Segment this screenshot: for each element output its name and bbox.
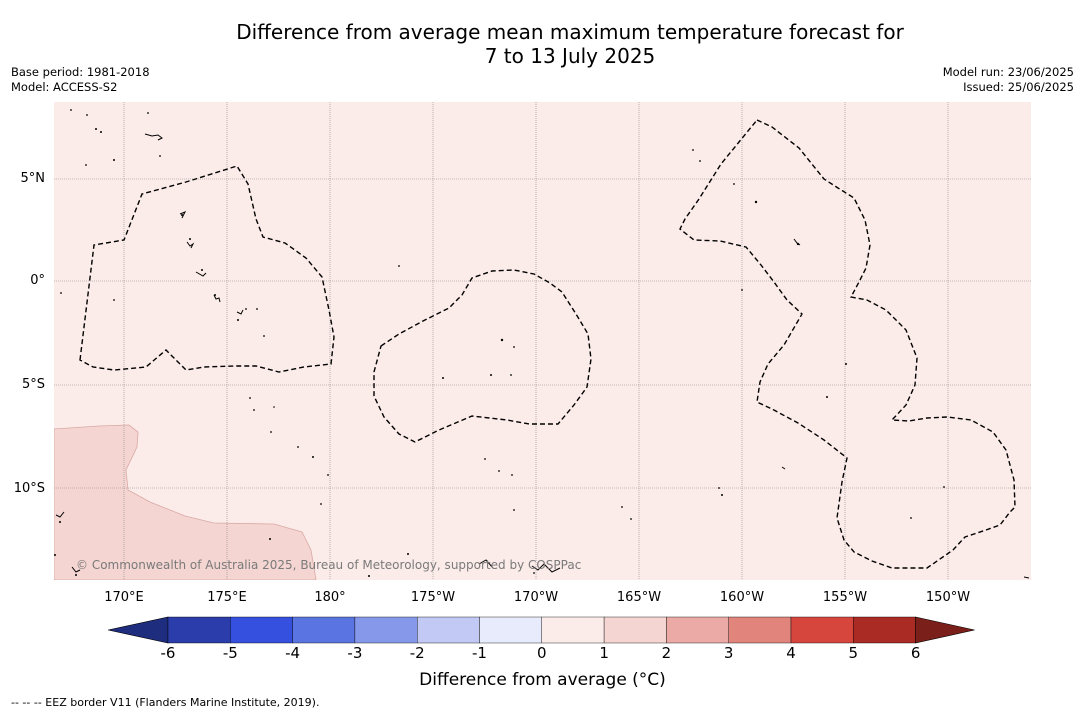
meta-right: Model run: 23/06/2025 Issued: 25/06/2025: [943, 65, 1074, 95]
lon-label-165w: 165°W: [616, 590, 662, 605]
colorbar-tick-label: -4: [285, 644, 301, 662]
colorbar-segment: [541, 616, 605, 644]
colorbar: [108, 616, 975, 644]
lon-label-175w: 175°W: [410, 590, 456, 605]
colorbar-tick-label: 0: [537, 644, 547, 662]
model-name: Model: ACCESS-S2: [11, 80, 118, 94]
title-line-1: Difference from average mean maximum tem…: [236, 20, 904, 44]
lat-label-10s: 10°S: [13, 481, 45, 496]
eez-footnote: -- -- -- EEZ border V11 (Flanders Marine…: [11, 696, 320, 709]
colorbar-segment: [853, 616, 916, 644]
map-title: Difference from average mean maximum tem…: [0, 20, 1085, 68]
eez-phoenix: [373, 269, 592, 443]
colorbar-title: Difference from average (°C): [419, 670, 666, 690]
lon-label-150w: 150°W: [925, 590, 971, 605]
lon-label-180: 180°: [314, 590, 346, 605]
colorbar-tick-label: -2: [409, 644, 425, 662]
map-canvas: [54, 102, 1031, 580]
lon-label-170w: 170°W: [513, 590, 559, 605]
colorbar-segment: [417, 616, 480, 644]
colorbar-tick-label: 2: [661, 644, 672, 662]
colorbar-extend-high: [915, 616, 975, 644]
colorbar-tick-label: -3: [347, 644, 363, 662]
colorbar-tick-label: 4: [786, 644, 796, 662]
colorbar-segment: [666, 616, 729, 644]
graticule: [54, 102, 1031, 580]
anomaly-region-1-to-2: [54, 424, 317, 580]
eez-borders: [79, 119, 1016, 569]
lat-label-0: 0°: [30, 273, 45, 288]
colorbar-segment: [292, 616, 356, 644]
model-run: Model run: 23/06/2025: [942, 65, 1074, 79]
colorbar-segment: [603, 616, 667, 644]
colorbar-extend-low: [108, 616, 169, 644]
island-dots: [54, 109, 945, 577]
lon-label-175e: 175°E: [207, 590, 247, 605]
colorbar-segment: [790, 616, 854, 644]
base-period: Base period: 1981-2018: [11, 65, 150, 79]
lon-label-170e: 170°E: [104, 590, 144, 605]
islands: [55, 133, 1030, 579]
lat-label-5s: 5°S: [21, 377, 45, 392]
eez-tuvalu-tokelau-west: [79, 165, 335, 373]
colorbar-tick-label: -1: [472, 644, 487, 662]
lat-label-5n: 5°N: [20, 171, 46, 186]
colorbar-tick-label: 5: [848, 644, 859, 662]
colorbar-segment: [354, 616, 418, 644]
copyright-text: © Commonwealth of Australia 2025, Bureau…: [76, 558, 582, 572]
colorbar-tick-label: 1: [599, 644, 609, 662]
issued-date: Issued: 25/06/2025: [963, 80, 1074, 94]
colorbar-segment: [167, 616, 231, 644]
meta-left: Base period: 1981-2018 Model: ACCESS-S2: [11, 65, 150, 95]
colorbar-tick-label: -5: [222, 644, 238, 662]
map-panel: © Commonwealth of Australia 2025, Bureau…: [54, 102, 1031, 580]
title-line-2: 7 to 13 July 2025: [484, 44, 656, 68]
colorbar-segment: [479, 616, 542, 644]
eez-line-islands: [679, 119, 1016, 569]
lon-label-155w: 155°W: [822, 590, 868, 605]
colorbar-tick-label: 6: [910, 644, 921, 662]
colorbar-segment: [728, 616, 792, 644]
colorbar-tick-label: -6: [160, 644, 176, 662]
colorbar-tick-label: 3: [723, 644, 734, 662]
lon-label-160w: 160°W: [719, 590, 765, 605]
colorbar-segment: [230, 616, 293, 644]
